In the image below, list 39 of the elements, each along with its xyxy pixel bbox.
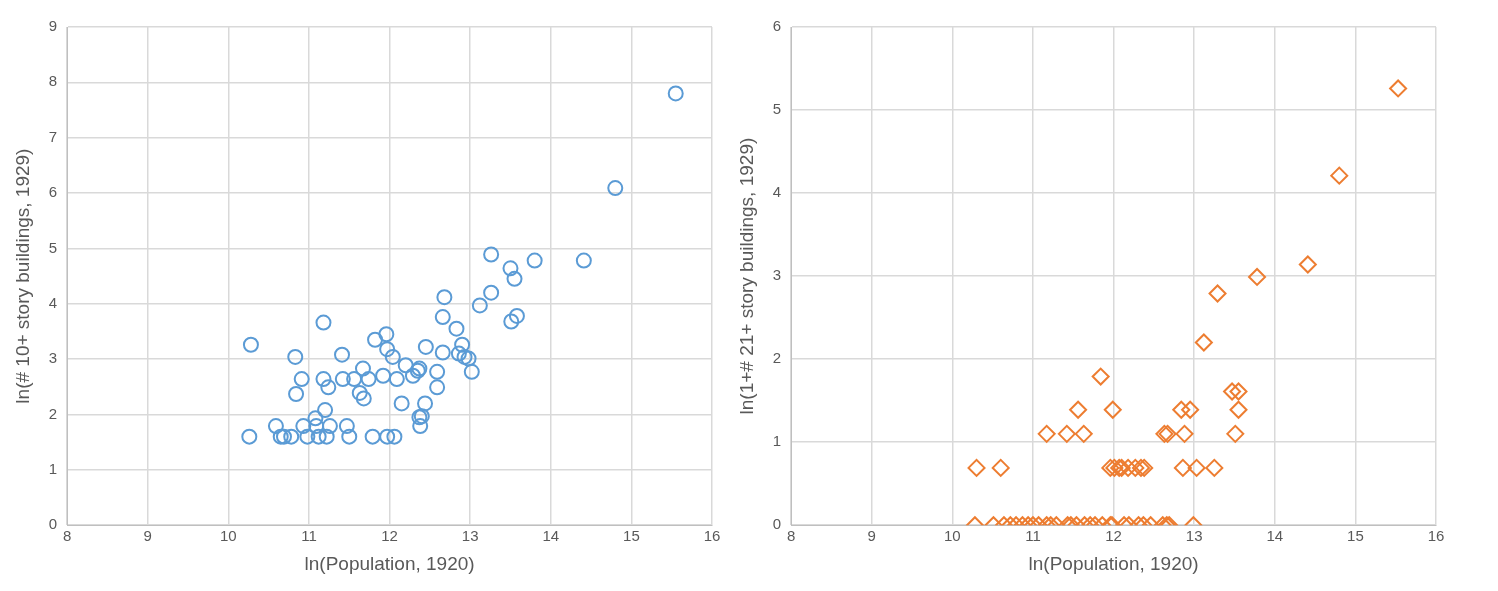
y-tick-label: 3 bbox=[772, 266, 782, 284]
x-tick-label: 13 bbox=[461, 527, 479, 545]
x-tick-label: 9 bbox=[867, 527, 876, 545]
y-axis-title: ln(# 10+ story buildings, 1929) bbox=[11, 148, 33, 404]
x-tick-label: 12 bbox=[1105, 527, 1122, 545]
y-tick-label: 4 bbox=[48, 293, 58, 311]
x-tick-label: 14 bbox=[1266, 527, 1284, 545]
y-tick-label: 1 bbox=[48, 459, 58, 477]
x-tick-label: 15 bbox=[1347, 527, 1364, 545]
x-tick-label: 16 bbox=[1427, 527, 1445, 545]
x-tick-label: 9 bbox=[143, 527, 152, 545]
y-axis-title: ln(1+# 21+ story buildings, 1929) bbox=[735, 137, 757, 415]
x-tick-label: 10 bbox=[220, 527, 237, 545]
x-tick-label: 16 bbox=[703, 527, 721, 545]
y-tick-label: 1 bbox=[772, 432, 782, 450]
y-tick-label: 5 bbox=[772, 100, 782, 118]
y-tick-label: 5 bbox=[48, 238, 58, 256]
x-axis-title: ln(Population, 1920) bbox=[1028, 552, 1199, 574]
y-tick-label: 2 bbox=[772, 349, 782, 367]
x-tick-label: 14 bbox=[542, 527, 560, 545]
x-tick-label: 11 bbox=[1025, 527, 1041, 545]
y-tick-label: 9 bbox=[48, 17, 58, 35]
x-axis-title: ln(Population, 1920) bbox=[304, 552, 475, 574]
y-tick-label: 6 bbox=[48, 183, 58, 201]
y-tick-label: 8 bbox=[48, 72, 58, 90]
x-tick-label: 11 bbox=[301, 527, 317, 545]
y-tick-label: 4 bbox=[772, 183, 782, 201]
x-tick-label: 8 bbox=[62, 527, 72, 545]
x-tick-label: 8 bbox=[786, 527, 796, 545]
x-tick-label: 12 bbox=[381, 527, 398, 545]
y-tick-label: 7 bbox=[48, 127, 58, 145]
y-tick-label: 0 bbox=[48, 515, 58, 533]
x-tick-label: 15 bbox=[623, 527, 640, 545]
x-tick-label: 13 bbox=[1185, 527, 1203, 545]
y-tick-label: 3 bbox=[48, 349, 58, 367]
x-tick-label: 10 bbox=[944, 527, 961, 545]
y-tick-label: 6 bbox=[772, 17, 782, 35]
y-tick-label: 0 bbox=[772, 515, 782, 533]
y-tick-label: 2 bbox=[48, 404, 58, 422]
